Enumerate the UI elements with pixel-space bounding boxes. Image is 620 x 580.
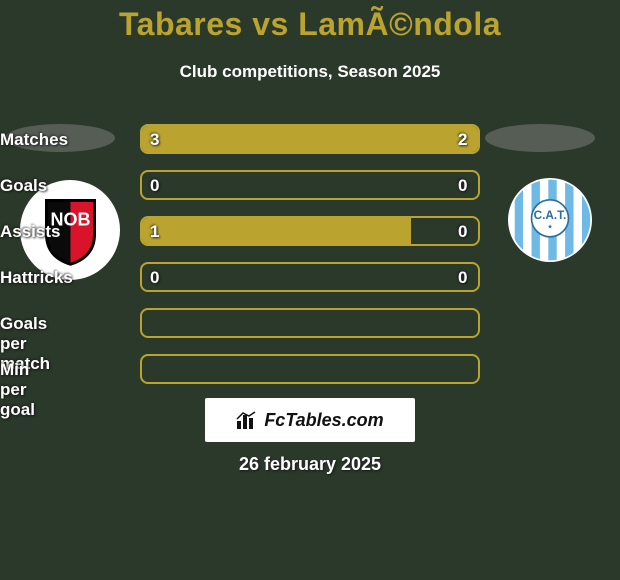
nob-shield-icon: NOB bbox=[33, 188, 108, 273]
right-club-badge: C.A.T.★ bbox=[508, 178, 592, 262]
stat-fill-right bbox=[344, 126, 478, 152]
left-club-badge: NOB bbox=[20, 180, 120, 280]
page-title: Tabares vs LamÃ©ndola bbox=[0, 6, 620, 43]
site-badge-text: FcTables.com bbox=[264, 410, 383, 431]
svg-text:C.A.T.: C.A.T. bbox=[534, 209, 567, 222]
svg-text:★: ★ bbox=[547, 223, 552, 230]
chart-bars-icon bbox=[236, 411, 258, 429]
svg-text:NOB: NOB bbox=[50, 209, 90, 229]
comparison-card: Tabares vs LamÃ©ndola Club competitions,… bbox=[0, 0, 620, 580]
stat-track bbox=[140, 354, 480, 384]
stat-track bbox=[140, 124, 480, 154]
page-subtitle: Club competitions, Season 2025 bbox=[0, 62, 620, 82]
cat-stripes-icon: C.A.T.★ bbox=[508, 178, 592, 262]
stat-track bbox=[140, 262, 480, 292]
stat-track bbox=[140, 308, 480, 338]
footer-date: 26 february 2025 bbox=[0, 454, 620, 475]
stat-track bbox=[140, 216, 480, 246]
stat-fill-left bbox=[142, 126, 344, 152]
left-shadow bbox=[5, 124, 115, 152]
stat-fill-left bbox=[142, 218, 411, 244]
site-badge[interactable]: FcTables.com bbox=[205, 398, 415, 442]
right-shadow bbox=[485, 124, 595, 152]
stat-track bbox=[140, 170, 480, 200]
